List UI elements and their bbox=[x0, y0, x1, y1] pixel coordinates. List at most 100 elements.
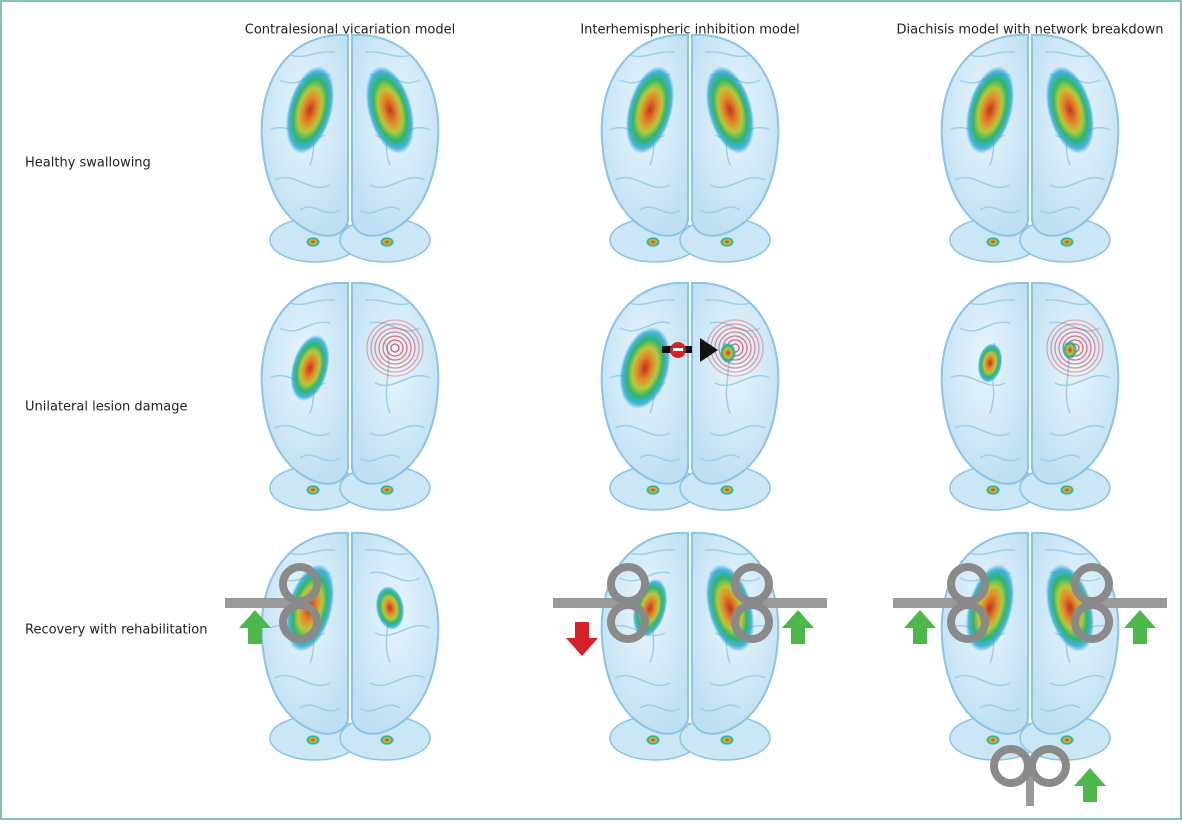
gyrus bbox=[969, 299, 1016, 306]
gyrus bbox=[359, 454, 401, 462]
row-label: Recovery with rehabilitation bbox=[25, 623, 207, 638]
gyrus bbox=[274, 675, 331, 686]
lesion-ring bbox=[386, 339, 404, 357]
gyrus bbox=[969, 51, 1016, 58]
gyrus bbox=[1049, 425, 1106, 436]
coil-loop bbox=[1028, 745, 1070, 787]
cerebellum-spot bbox=[306, 485, 320, 495]
gyrus bbox=[704, 549, 751, 556]
activation bbox=[375, 586, 405, 630]
row-label: Healthy swallowing bbox=[25, 156, 151, 171]
cerebellum-spot bbox=[306, 735, 320, 745]
activation bbox=[1045, 66, 1095, 154]
gyrus bbox=[629, 549, 676, 556]
gyrus bbox=[359, 704, 401, 712]
gyrus bbox=[979, 454, 1021, 462]
gyrus bbox=[364, 549, 411, 556]
activation bbox=[705, 564, 755, 652]
gyrus bbox=[699, 704, 741, 712]
gyrus bbox=[289, 51, 336, 58]
gyrus bbox=[364, 299, 411, 306]
activation bbox=[365, 66, 415, 154]
lesion-ring bbox=[374, 327, 416, 369]
activation bbox=[1063, 341, 1077, 359]
cerebellum-spot bbox=[986, 237, 1000, 247]
coil-handle bbox=[1026, 766, 1034, 806]
activation bbox=[625, 66, 675, 154]
gyrus bbox=[709, 177, 766, 188]
lesion-ring bbox=[1046, 319, 1104, 377]
brain bbox=[260, 281, 440, 511]
row-label: Unilateral lesion damage bbox=[25, 400, 188, 415]
gyrus bbox=[1044, 549, 1091, 556]
gyrus bbox=[614, 177, 671, 188]
tms-coil bbox=[553, 563, 649, 643]
activation bbox=[720, 343, 736, 363]
gyrus bbox=[1054, 375, 1111, 386]
gyrus bbox=[949, 375, 1006, 386]
gyrus bbox=[274, 425, 331, 436]
gyrus bbox=[629, 299, 676, 306]
arrow bbox=[239, 610, 271, 644]
cerebellum-spot bbox=[380, 237, 394, 247]
lesion-ring bbox=[370, 323, 420, 373]
gyrus bbox=[614, 675, 671, 686]
cerebellum-spot bbox=[986, 485, 1000, 495]
tms-coil bbox=[731, 563, 827, 643]
arrow bbox=[904, 610, 936, 644]
cerebellum-spot bbox=[646, 485, 660, 495]
gyrus bbox=[979, 206, 1021, 214]
gyrus bbox=[369, 571, 421, 582]
gyrus bbox=[289, 299, 336, 306]
gyrus bbox=[709, 675, 766, 686]
gyrus bbox=[1049, 177, 1106, 188]
brain bbox=[260, 33, 440, 263]
inhibition-arrow bbox=[700, 338, 718, 362]
activation bbox=[977, 343, 1003, 383]
gyrus bbox=[299, 206, 341, 214]
gyrus bbox=[1049, 675, 1106, 686]
brain bbox=[940, 33, 1120, 263]
gyrus bbox=[1039, 206, 1081, 214]
gyrus bbox=[274, 177, 331, 188]
gyrus bbox=[364, 51, 411, 58]
coil-handle bbox=[225, 598, 300, 608]
gyrus bbox=[289, 549, 336, 556]
gyrus bbox=[639, 704, 681, 712]
activation bbox=[965, 564, 1015, 652]
tms-coil bbox=[225, 563, 321, 643]
brain bbox=[600, 33, 780, 263]
lesion-ring bbox=[718, 331, 752, 365]
coil-loop bbox=[731, 601, 773, 643]
cerebellum-spot bbox=[720, 485, 734, 495]
coil-loop bbox=[607, 601, 649, 643]
cerebellum-spot bbox=[1060, 735, 1074, 745]
gyrus bbox=[629, 51, 676, 58]
activation bbox=[965, 66, 1015, 154]
activation bbox=[1045, 564, 1095, 652]
gyrus bbox=[369, 425, 426, 436]
gyrus bbox=[709, 425, 766, 436]
gyrus bbox=[959, 321, 1011, 332]
cerebellum-spot bbox=[720, 237, 734, 247]
arrow bbox=[566, 622, 598, 656]
gyrus bbox=[704, 51, 751, 58]
gyrus bbox=[374, 625, 431, 636]
gyrus bbox=[954, 425, 1011, 436]
lesion-ring bbox=[1054, 327, 1096, 369]
lesion-ring bbox=[1058, 331, 1092, 365]
gyrus bbox=[299, 704, 341, 712]
brain bbox=[600, 281, 780, 511]
coil-loop bbox=[1071, 601, 1113, 643]
gyrus bbox=[359, 206, 401, 214]
gyrus bbox=[639, 454, 681, 462]
activation bbox=[285, 66, 335, 154]
tms-coil bbox=[1071, 563, 1167, 643]
activation bbox=[619, 326, 671, 410]
gyrus bbox=[714, 375, 771, 386]
cerebellum-spot bbox=[1060, 237, 1074, 247]
activation bbox=[290, 334, 330, 402]
gyrus bbox=[1044, 51, 1091, 58]
